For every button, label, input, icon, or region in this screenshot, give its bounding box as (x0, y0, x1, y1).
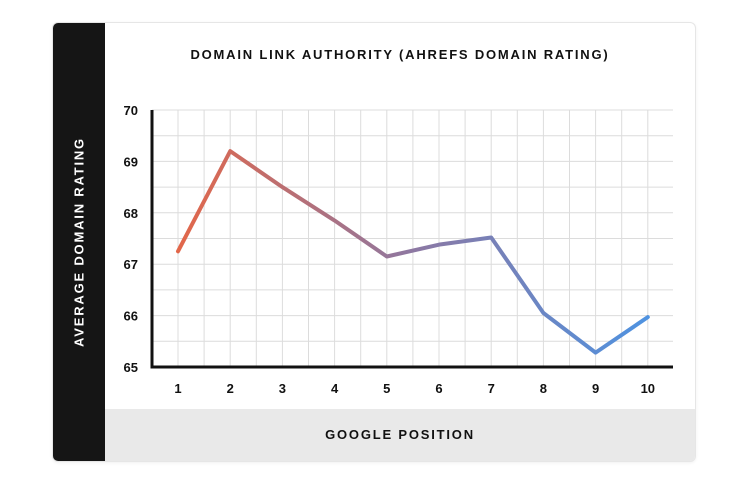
y-tick-label: 65 (124, 360, 138, 375)
x-tick-label: 5 (383, 381, 390, 396)
x-tick-label: 4 (331, 381, 339, 396)
y-tick-label: 69 (124, 154, 138, 169)
series-layer (176, 149, 650, 355)
x-tick-label: 8 (540, 381, 547, 396)
y-tick-label: 67 (124, 257, 138, 272)
y-axis-label-band: AVERAGE DOMAIN RATING (53, 23, 105, 461)
x-tick-label: 3 (279, 381, 286, 396)
chart-title: DOMAIN LINK AUTHORITY (AHREFS DOMAIN RAT… (190, 47, 610, 62)
y-tick-label: 70 (124, 103, 138, 118)
x-axis-label: GOOGLE POSITION (325, 427, 475, 442)
x-tick-labels: 1 2 3 4 5 6 7 8 9 10 (174, 381, 655, 396)
series-line (176, 149, 650, 355)
y-tick-labels: 65 66 67 68 69 70 (124, 103, 138, 375)
x-tick-label: 10 (641, 381, 655, 396)
grid (152, 109, 673, 367)
x-tick-label: 6 (435, 381, 442, 396)
x-tick-label: 2 (227, 381, 234, 396)
axes (150, 110, 673, 369)
x-tick-label: 1 (174, 381, 181, 396)
y-tick-label: 68 (124, 206, 138, 221)
chart-card: DOMAIN LINK AUTHORITY (AHREFS DOMAIN RAT… (52, 22, 696, 462)
y-tick-label: 66 (124, 309, 138, 324)
x-axis-label-band: GOOGLE POSITION (105, 409, 695, 461)
x-tick-label: 7 (488, 381, 495, 396)
x-tick-label: 9 (592, 381, 599, 396)
